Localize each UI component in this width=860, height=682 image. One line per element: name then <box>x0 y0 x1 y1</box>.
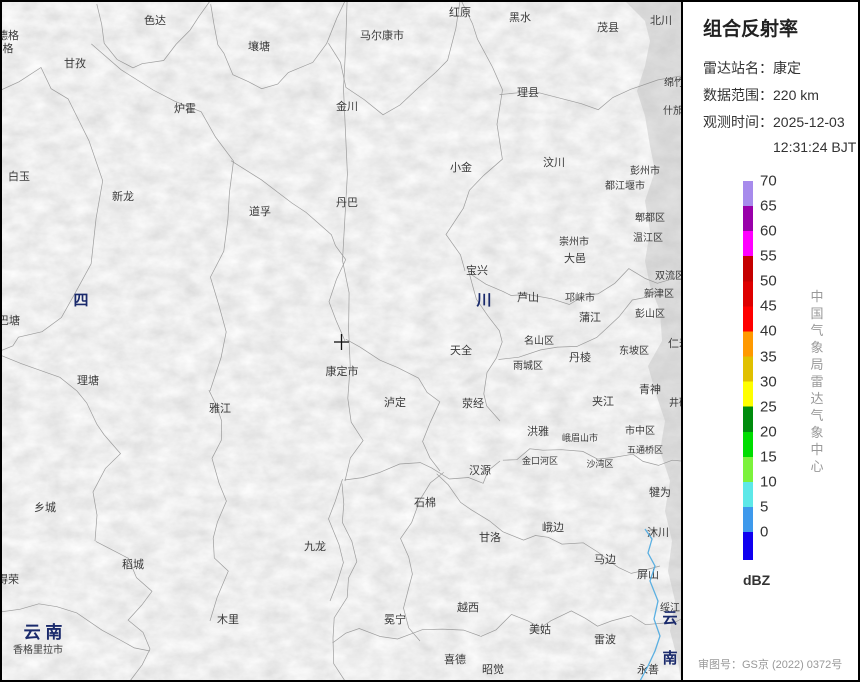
svg-text:泸定: 泸定 <box>384 395 406 409</box>
svg-text:雅江: 雅江 <box>209 401 231 415</box>
svg-text:夹江: 夹江 <box>592 395 614 408</box>
svg-text:道孚: 道孚 <box>249 204 271 218</box>
svg-text:昭觉: 昭觉 <box>482 663 504 676</box>
svg-text:青神: 青神 <box>639 382 661 396</box>
svg-text:仁寿: 仁寿 <box>668 336 681 350</box>
svg-text:川: 川 <box>475 292 491 309</box>
svg-text:丹棱: 丹棱 <box>569 351 591 364</box>
svg-text:甘洛: 甘洛 <box>479 530 501 544</box>
svg-text:双流区: 双流区 <box>655 269 681 282</box>
svg-text:郫都区: 郫都区 <box>635 211 665 224</box>
svg-text:崇州市: 崇州市 <box>559 235 589 248</box>
svg-text:白玉: 白玉 <box>8 169 30 183</box>
svg-text:理塘: 理塘 <box>77 373 99 387</box>
svg-text:犍为: 犍为 <box>649 486 671 499</box>
svg-text:宝兴: 宝兴 <box>466 263 488 277</box>
svg-text:彭山区: 彭山区 <box>635 307 665 320</box>
svg-text:茂县: 茂县 <box>597 20 619 34</box>
svg-text:沙湾区: 沙湾区 <box>586 458 613 469</box>
svg-text:巴塘: 巴塘 <box>0 313 20 327</box>
svg-text:什邡市: 什邡市 <box>663 104 681 117</box>
svg-text:色达: 色达 <box>144 13 166 27</box>
svg-text:乡城: 乡城 <box>34 501 56 514</box>
svg-text:甘孜: 甘孜 <box>64 56 86 70</box>
svg-text:稻城: 稻城 <box>122 558 144 571</box>
svg-text:美姑: 美姑 <box>529 623 551 636</box>
svg-text:天全: 天全 <box>450 343 472 357</box>
svg-text:汶川: 汶川 <box>543 155 565 169</box>
svg-text:云 南: 云 南 <box>24 622 63 642</box>
svg-text:雷波: 雷波 <box>594 633 616 646</box>
svg-text:雨城区: 雨城区 <box>513 360 543 372</box>
svg-text:汉源: 汉源 <box>469 463 491 477</box>
svg-text:北川: 北川 <box>650 14 672 27</box>
svg-text:永善: 永善 <box>637 662 659 676</box>
svg-text:都江堰市: 都江堰市 <box>605 179 645 192</box>
svg-text:喜德: 喜德 <box>444 652 466 666</box>
svg-text:壤塘: 壤塘 <box>248 39 270 53</box>
svg-text:新津区: 新津区 <box>644 287 674 300</box>
svg-text:越西: 越西 <box>457 600 479 614</box>
svg-text:小金: 小金 <box>450 160 472 174</box>
svg-text:蒲江: 蒲江 <box>579 310 601 324</box>
svg-text:康定市: 康定市 <box>326 364 359 378</box>
svg-text:炉霍: 炉霍 <box>174 102 196 115</box>
svg-text:金口河区: 金口河区 <box>522 455 558 466</box>
svg-text:邛崃市: 邛崃市 <box>565 291 595 304</box>
svg-text:温江区: 温江区 <box>633 232 663 244</box>
svg-text:石棉: 石棉 <box>414 495 436 509</box>
svg-text:新龙: 新龙 <box>112 189 134 203</box>
svg-text:绵竹市: 绵竹市 <box>664 76 681 89</box>
svg-text:木里: 木里 <box>217 613 239 626</box>
svg-text:红原: 红原 <box>449 6 471 19</box>
svg-text:金川: 金川 <box>336 99 358 113</box>
svg-text:马边: 马边 <box>594 553 616 566</box>
svg-text:丹巴: 丹巴 <box>336 197 358 209</box>
svg-text:大邑: 大邑 <box>564 251 586 265</box>
svg-text:芦山: 芦山 <box>517 291 539 304</box>
svg-text:冕宁: 冕宁 <box>384 612 406 626</box>
svg-text:德格: 德格 <box>0 28 19 42</box>
svg-text:理县: 理县 <box>517 86 539 99</box>
svg-text:峨眉山市: 峨眉山市 <box>562 432 598 443</box>
svg-text:黑水: 黑水 <box>509 11 531 24</box>
svg-text:彭州市: 彭州市 <box>630 164 660 177</box>
svg-text:得荣: 得荣 <box>0 573 19 586</box>
svg-text:五通桥区: 五通桥区 <box>627 444 663 455</box>
svg-text:荥经: 荥经 <box>462 396 484 410</box>
svg-text:市中区: 市中区 <box>625 424 655 437</box>
svg-text:香格里拉市: 香格里拉市 <box>13 643 63 656</box>
svg-text:格: 格 <box>3 41 14 55</box>
svg-text:屏山: 屏山 <box>637 568 659 581</box>
svg-text:洪雅: 洪雅 <box>527 424 549 438</box>
svg-text:九龙: 九龙 <box>304 540 326 553</box>
svg-text:峨边: 峨边 <box>542 521 564 534</box>
svg-text:四: 四 <box>73 292 88 309</box>
svg-text:东坡区: 东坡区 <box>619 344 649 357</box>
svg-text:云: 云 <box>662 610 677 627</box>
svg-text:南: 南 <box>662 649 677 667</box>
svg-text:马尔康市: 马尔康市 <box>360 28 404 42</box>
svg-text:井研: 井研 <box>669 396 681 409</box>
svg-text:名山区: 名山区 <box>524 334 554 347</box>
